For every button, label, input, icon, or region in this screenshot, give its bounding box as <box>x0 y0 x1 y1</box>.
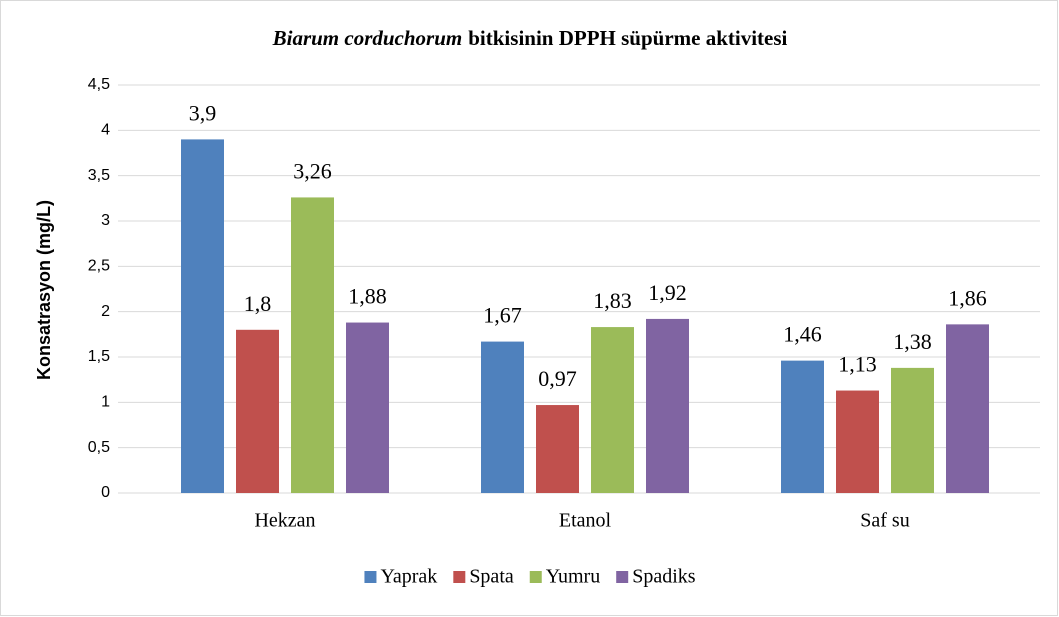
bar <box>591 327 634 493</box>
bar <box>536 405 579 493</box>
bar <box>291 197 334 493</box>
legend-swatch <box>616 571 629 583</box>
y-tick-label: 1 <box>101 394 110 411</box>
title-italic: Biarum corduchorum <box>272 26 463 50</box>
bar <box>946 324 989 493</box>
x-tick-label: Etanol <box>559 510 612 532</box>
x-tick-label: Saf su <box>860 510 909 532</box>
y-tick-label: 0,5 <box>88 439 110 456</box>
title-rest: bitkisinin DPPH süpürme aktivitesi <box>468 26 787 50</box>
data-label: 1,67 <box>483 303 522 328</box>
y-axis-title: Konsatrasyon (mg/L) <box>34 200 54 380</box>
y-tick-label: 2 <box>101 303 110 320</box>
bar <box>181 139 224 493</box>
legend-label: Spata <box>469 566 514 588</box>
y-tick-label: 2,5 <box>88 258 110 275</box>
data-label: 1,86 <box>948 285 987 310</box>
x-tick-label: Hekzan <box>254 510 315 532</box>
legend-swatch <box>529 571 542 583</box>
legend-label: Spadiks <box>632 566 696 588</box>
data-label: 1,8 <box>244 291 272 316</box>
legend-label: Yaprak <box>380 566 437 588</box>
data-label: 0,97 <box>538 366 577 391</box>
bar <box>236 329 279 493</box>
bar <box>481 341 524 493</box>
legend-swatch <box>364 571 377 583</box>
legend-swatch <box>453 571 466 583</box>
data-label: 3,9 <box>189 100 217 125</box>
data-label: 1,38 <box>893 329 932 354</box>
data-label: 1,88 <box>348 284 387 309</box>
bar <box>346 322 389 493</box>
bar <box>891 367 934 493</box>
y-tick-label: 3 <box>101 212 110 229</box>
y-tick-label: 4,5 <box>88 76 110 93</box>
chart-title: Biarum corduchorum bitkisinin DPPH süpürm… <box>272 26 788 50</box>
y-tick-label: 3,5 <box>88 167 110 184</box>
bar <box>781 360 824 493</box>
y-tick-label: 0 <box>101 484 110 501</box>
data-label: 1,13 <box>838 352 877 377</box>
data-label: 3,26 <box>293 158 332 183</box>
y-tick-label: 1,5 <box>88 348 110 365</box>
data-label: 1,46 <box>783 322 822 347</box>
y-tick-label: 4 <box>101 122 110 139</box>
bar <box>646 318 689 493</box>
data-label: 1,83 <box>593 288 632 313</box>
legend-label: Yumru <box>546 566 600 588</box>
bar <box>836 390 879 493</box>
data-label: 1,92 <box>648 280 687 305</box>
